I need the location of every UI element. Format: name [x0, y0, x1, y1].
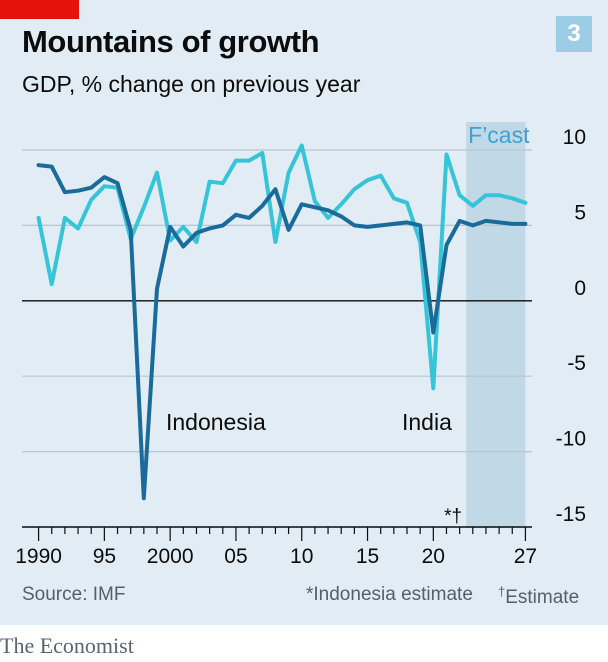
- x-tick-label: 20: [422, 545, 445, 568]
- series-line-indonesia: [36, 163, 528, 501]
- chart-subtitle: GDP, % change on previous year: [22, 71, 361, 97]
- y-tick-label: -5: [567, 352, 586, 375]
- estimate-note: †Estimate: [498, 584, 579, 609]
- x-tick-label: 15: [356, 545, 379, 568]
- line-label-india: India: [402, 409, 452, 435]
- x-tick-label: 2000: [147, 545, 194, 568]
- forecast-band: [466, 122, 526, 528]
- forecast-label: F’cast: [468, 122, 530, 148]
- line-label-indonesia: Indonesia: [166, 409, 266, 435]
- source-note: Source: IMF: [22, 584, 126, 605]
- chart-number-badge: 3: [556, 16, 592, 52]
- y-tick-label: 10: [563, 126, 586, 149]
- x-tick-label: 05: [224, 545, 247, 568]
- y-tick-label: -15: [556, 503, 586, 526]
- y-tick-label: -10: [556, 428, 586, 451]
- dagger-mark: †: [498, 584, 506, 599]
- x-tick-label: 1990: [15, 545, 62, 568]
- brand-red-tag: [0, 0, 79, 19]
- estimate-note-text: Estimate: [505, 587, 580, 608]
- estimate-markers: *†: [444, 506, 462, 527]
- x-tick-label: 95: [93, 545, 116, 568]
- x-tick-label: 10: [290, 545, 313, 568]
- x-tick-label: 27: [514, 545, 537, 568]
- y-tick-label: 5: [574, 201, 586, 224]
- line-chart: F’cast 10 5 0 -5 -10 -15 1990 95 2000 05 10 15 20 27 In…: [15, 122, 586, 568]
- y-tick-label: 0: [574, 277, 586, 300]
- chart-title: Mountains of growth: [22, 24, 320, 59]
- publisher-logo: The Economist: [0, 633, 134, 658]
- indonesia-estimate-note: *Indonesia estimate: [306, 584, 473, 605]
